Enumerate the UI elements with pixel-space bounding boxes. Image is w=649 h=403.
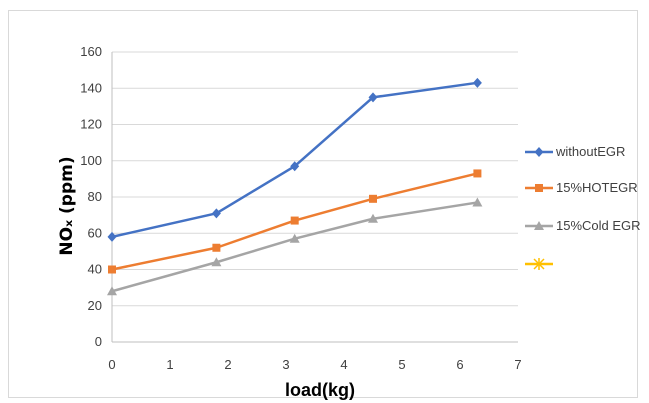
gridlines (112, 52, 518, 342)
legend-label: withoutEGR (555, 144, 625, 159)
data-point (473, 78, 482, 88)
x-tick-label: 1 (166, 357, 173, 372)
legend-marker (535, 184, 543, 192)
y-axis-title: NOₓ (ppm) (57, 156, 77, 255)
data-point (108, 266, 116, 274)
data-point (473, 169, 481, 177)
series-2 (107, 197, 482, 295)
y-tick-label: 140 (80, 80, 102, 95)
series-layer (107, 78, 482, 295)
series-line (112, 202, 477, 291)
x-tick-label: 3 (282, 357, 289, 372)
legend: withoutEGR 15%HOTEGR 15%Cold EGR (525, 144, 641, 270)
data-point (291, 217, 299, 225)
legend-item: withoutEGR (525, 144, 625, 159)
x-tick-label: 0 (108, 357, 115, 372)
legend-item (525, 258, 553, 270)
legend-item: 15%Cold EGR (525, 218, 641, 233)
legend-marker (535, 147, 544, 157)
x-tick-label: 2 (224, 357, 231, 372)
x-tick-label: 6 (456, 357, 463, 372)
x-tick-labels: 0 1 2 3 4 5 6 7 (108, 357, 521, 372)
y-tick-label: 160 (80, 44, 102, 59)
data-point (369, 195, 377, 203)
y-tick-label: 100 (80, 153, 102, 168)
legend-label: 15%Cold EGR (556, 218, 641, 233)
series-1 (108, 169, 481, 273)
y-tick-label: 120 (80, 117, 102, 132)
y-tick-label: 20 (88, 298, 102, 313)
x-axis-title: load(kg) (285, 380, 355, 400)
x-tick-label: 4 (340, 357, 347, 372)
series-line (112, 83, 477, 237)
legend-item: 15%HOTEGR (525, 180, 638, 195)
data-point (212, 208, 221, 218)
y-tick-label: 40 (88, 262, 102, 277)
x-tick-label: 7 (514, 357, 521, 372)
x-tick-label: 5 (398, 357, 405, 372)
y-tick-label: 0 (95, 334, 102, 349)
data-point (212, 244, 220, 252)
y-tick-label: 60 (88, 225, 102, 240)
y-tick-labels: 0 20 40 60 80 100 120 140 160 (80, 44, 102, 349)
y-tick-label: 80 (88, 189, 102, 204)
legend-label: 15%HOTEGR (556, 180, 638, 195)
